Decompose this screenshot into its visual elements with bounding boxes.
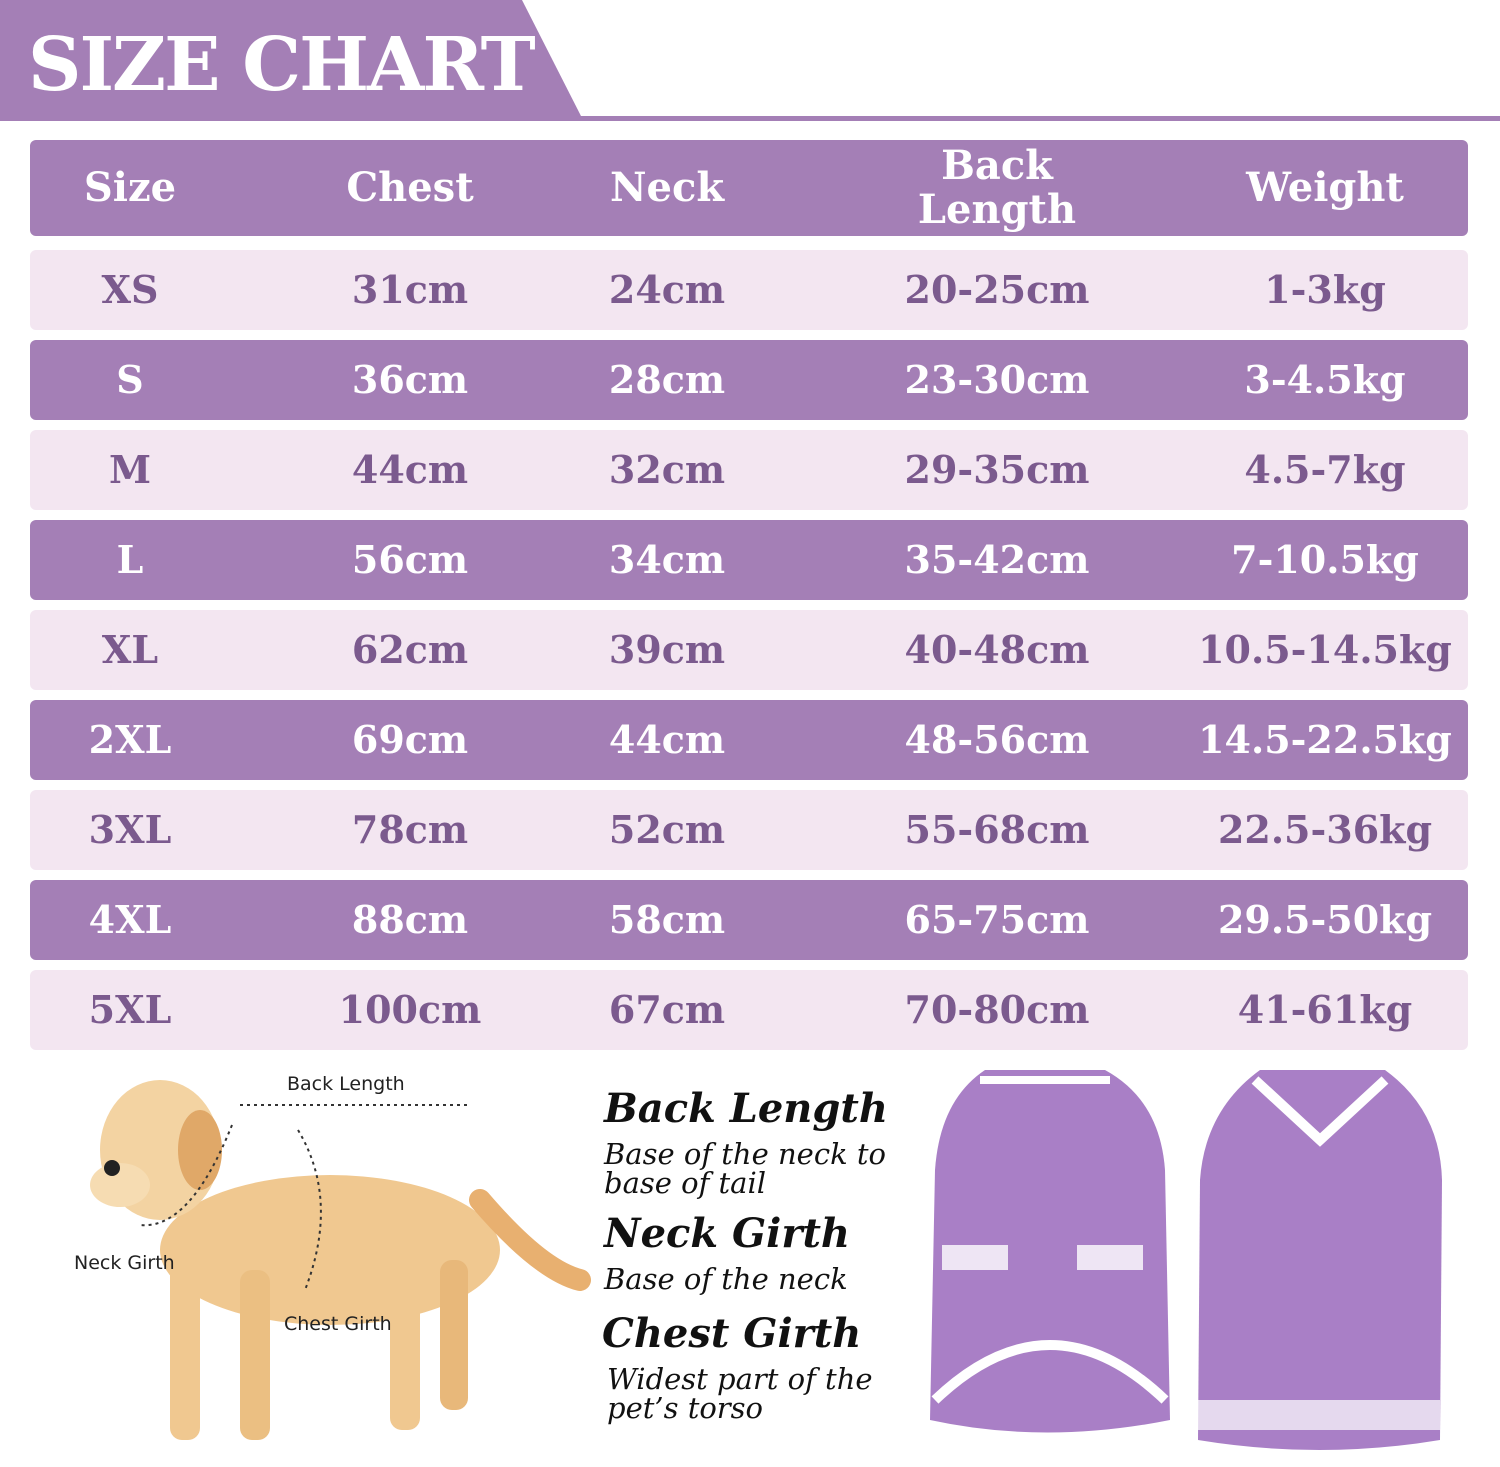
table-cell: 69cm xyxy=(351,717,469,763)
table-cell: 7-10.5kg xyxy=(1231,537,1419,583)
table-cell: 56cm xyxy=(351,537,469,583)
table-cell: 52cm xyxy=(608,807,726,853)
table-cell: 4XL xyxy=(88,897,172,943)
column-header: Neck xyxy=(609,164,725,211)
table-cell: 35-42cm xyxy=(904,537,1090,583)
table-cell: 40-48cm xyxy=(904,627,1090,673)
column-header: Back Length xyxy=(917,142,1077,233)
table-cell: 14.5-22.5kg xyxy=(1198,717,1452,763)
dog-illustration xyxy=(90,1080,591,1440)
table-row: L 56cm 34cm 35-42cm 7-10.5kg xyxy=(30,520,1468,600)
table-cell: 22.5-36kg xyxy=(1217,807,1433,853)
table-cell: 48-56cm xyxy=(904,717,1090,763)
column-header: Weight xyxy=(1246,164,1404,211)
table-cell: 4.5-7kg xyxy=(1244,447,1406,493)
header-row: Size Chest Neck Back Length Weight xyxy=(30,140,1468,236)
table-cell: 32cm xyxy=(608,447,726,493)
table-cell: M xyxy=(108,447,152,493)
definition-text: Base of the neck to base of tail xyxy=(604,1137,886,1200)
table-row: 5XL 100cm 67cm 70-80cm 41-61kg xyxy=(30,970,1468,1050)
table-row: XL 62cm 39cm 40-48cm 10.5-14.5kg xyxy=(30,610,1468,690)
table-cell: 24cm xyxy=(608,267,726,313)
table-cell: 20-25cm xyxy=(904,267,1090,313)
title-rule xyxy=(0,116,1500,121)
table-row: 3XL 78cm 52cm 55-68cm 22.5-36kg xyxy=(30,790,1468,870)
table-row: 2XL 69cm 44cm 48-56cm 14.5-22.5kg xyxy=(30,700,1468,780)
table-cell: XS xyxy=(101,267,159,313)
table-cell: 23-30cm xyxy=(904,357,1090,403)
table-cell: 3XL xyxy=(88,807,172,853)
title-banner xyxy=(0,0,582,118)
column-header: Size xyxy=(83,164,177,211)
definition-text: Base of the neck xyxy=(604,1262,848,1296)
table-cell: 65-75cm xyxy=(904,897,1090,943)
diagram-label: Chest Girth xyxy=(284,1313,392,1335)
definition-term: Chest Girth xyxy=(602,1310,862,1357)
table-cell: 70-80cm xyxy=(904,987,1090,1033)
sweater-illustration xyxy=(930,1070,1442,1450)
table-cell: 44cm xyxy=(351,447,469,493)
table-cell: 3-4.5kg xyxy=(1244,357,1406,403)
table-cell: 100cm xyxy=(338,987,482,1033)
table-row: 4XL 88cm 58cm 65-75cm 29.5-50kg xyxy=(30,880,1468,960)
table-row: XS 31cm 24cm 20-25cm 1-3kg xyxy=(30,250,1468,330)
table-row: S 36cm 28cm 23-30cm 3-4.5kg xyxy=(30,340,1468,420)
table-cell: 29-35cm xyxy=(904,447,1090,493)
table-row: M 44cm 32cm 29-35cm 4.5-7kg xyxy=(30,430,1468,510)
table-cell: 67cm xyxy=(608,987,726,1033)
table-cell: L xyxy=(116,537,144,583)
table-cell: S xyxy=(116,357,144,403)
table-cell: 44cm xyxy=(608,717,726,763)
table-cell: XL xyxy=(101,627,159,673)
definition-text: Widest part of the pet’s torso xyxy=(607,1362,873,1425)
table-cell: 5XL xyxy=(88,987,172,1033)
title: SIZE CHART xyxy=(28,22,536,108)
table-cell: 39cm xyxy=(608,627,726,673)
column-header: Chest xyxy=(346,164,474,211)
table-cell: 31cm xyxy=(351,267,469,313)
table-cell: 62cm xyxy=(351,627,469,673)
table-cell: 88cm xyxy=(351,897,469,943)
diagram-label: Back Length xyxy=(287,1073,405,1095)
diagram-label: Neck Girth xyxy=(74,1252,175,1274)
table-cell: 29.5-50kg xyxy=(1217,897,1433,943)
table-cell: 2XL xyxy=(88,717,172,763)
definition-term: Back Length xyxy=(604,1085,888,1132)
table-cell: 41-61kg xyxy=(1237,987,1413,1033)
table-cell: 28cm xyxy=(608,357,726,403)
table-cell: 34cm xyxy=(608,537,726,583)
definition-term: Neck Girth xyxy=(604,1210,850,1257)
table-cell: 58cm xyxy=(608,897,726,943)
table-cell: 1-3kg xyxy=(1264,267,1386,313)
table-cell: 36cm xyxy=(351,357,469,403)
table-cell: 10.5-14.5kg xyxy=(1198,627,1452,673)
table-cell: 55-68cm xyxy=(904,807,1090,853)
table-cell: 78cm xyxy=(351,807,469,853)
